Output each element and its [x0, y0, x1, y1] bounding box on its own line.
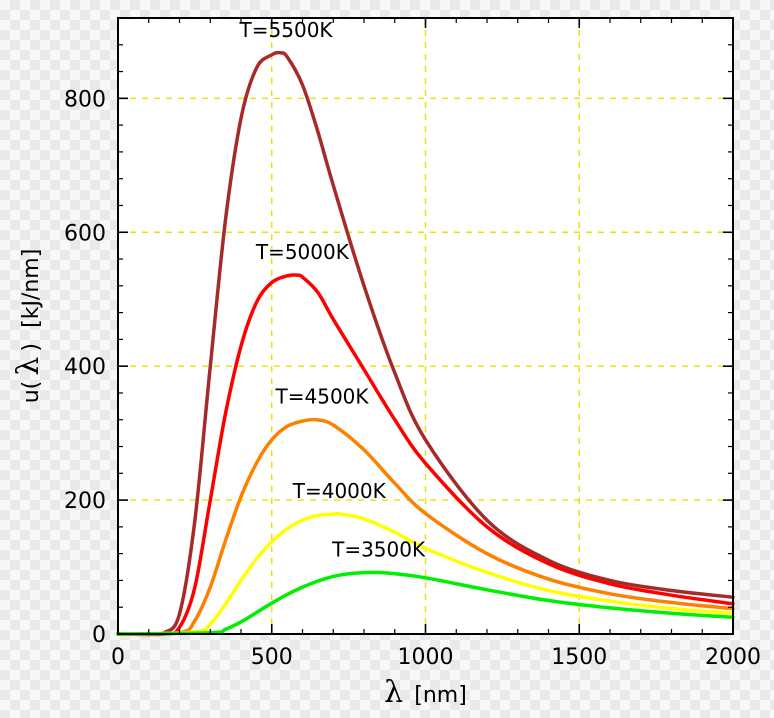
- series-curves: [116, 50, 735, 637]
- series-label: T=5500K: [239, 18, 334, 42]
- axis-ticks: 0 500 1000 1500 2000 0 200 400 600 800: [64, 18, 761, 670]
- x-tick-label: 2000: [705, 645, 761, 670]
- x-axis-title: λ [nm]: [384, 675, 467, 710]
- series-label: T=4500K: [275, 385, 370, 409]
- series-label: T=5000K: [255, 240, 350, 264]
- y-axis-title: u( λ ) [kJ/nm]: [11, 249, 46, 404]
- series-label: T=4000K: [292, 479, 387, 503]
- plot-background: [118, 18, 733, 634]
- y-tick-label: 400: [64, 355, 106, 380]
- x-tick-label: 1000: [398, 645, 454, 670]
- y-tick-label: 800: [64, 87, 106, 112]
- y-tick-label: 200: [64, 489, 106, 514]
- svg-text:u( λ ) [kJ/n: u( λ ) [kJ/nm]: [11, 249, 46, 404]
- series-labels: T=5500K T=5000K T=4500K T=4000K T=3500K: [239, 18, 426, 562]
- y-axis-suffix: ): [19, 343, 44, 352]
- x-tick-label: 1500: [551, 645, 607, 670]
- y-axis-symbol: λ: [11, 357, 46, 376]
- x-tick-label: 0: [111, 645, 125, 670]
- y-axis-prefix: u(: [19, 381, 44, 404]
- series-line: [116, 417, 735, 636]
- x-tick-label: 500: [251, 645, 293, 670]
- series-label: T=3500K: [331, 537, 426, 561]
- series-line: [116, 50, 735, 637]
- series-line: [116, 511, 735, 636]
- x-axis-symbol: λ: [384, 675, 403, 710]
- series-line: [116, 273, 735, 637]
- grid-lines: [117, 18, 734, 635]
- x-axis-unit: [nm]: [414, 683, 467, 708]
- series-line: [116, 570, 735, 636]
- y-tick-label: 600: [64, 221, 106, 246]
- y-tick-label: 0: [92, 623, 106, 648]
- y-axis-unit: [kJ/nm]: [19, 249, 44, 328]
